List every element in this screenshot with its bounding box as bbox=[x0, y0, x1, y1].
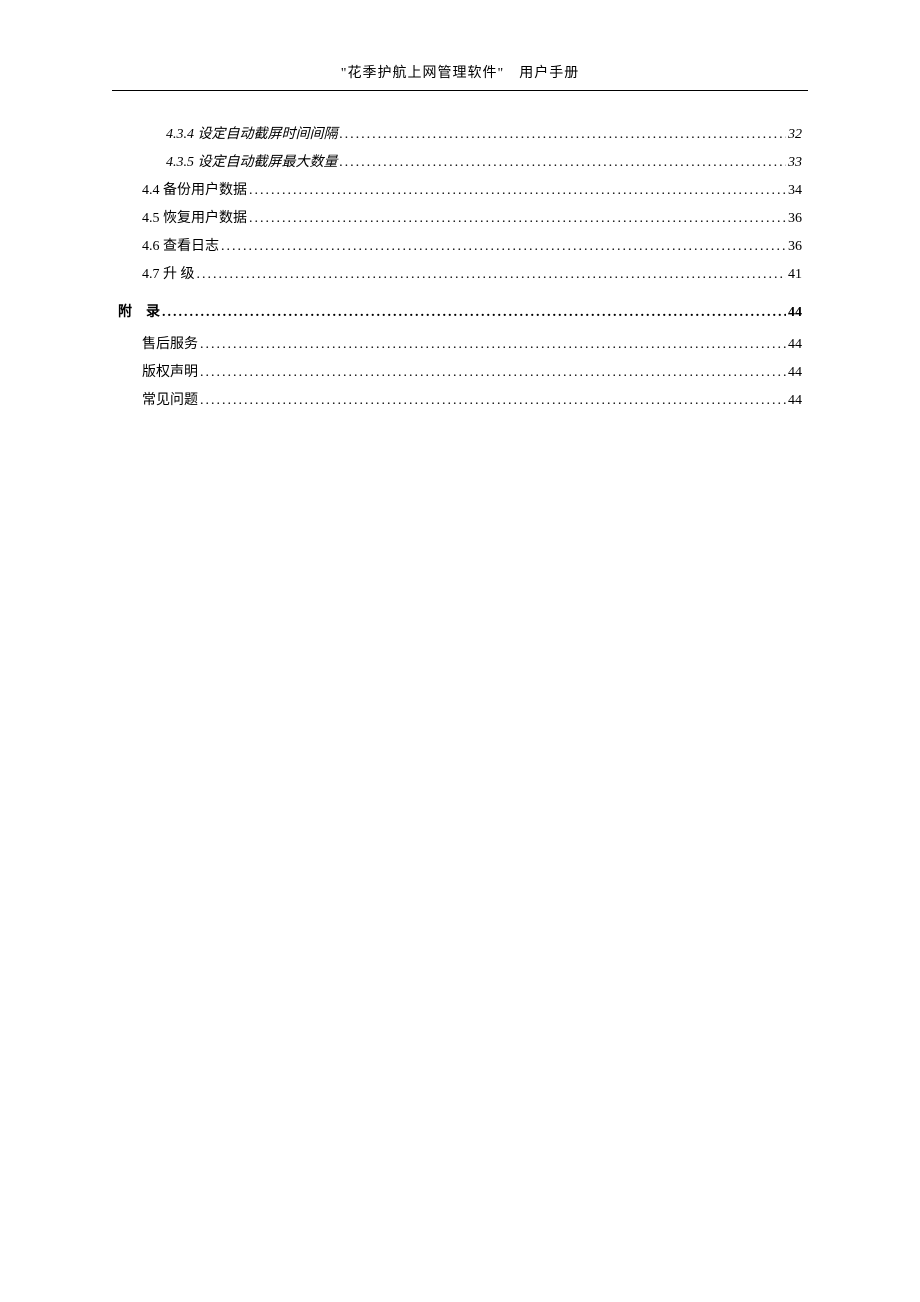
toc-entry-label: 常见问题 bbox=[142, 387, 198, 415]
toc-leader bbox=[162, 299, 786, 327]
toc-entry: 版权声明 44 bbox=[118, 359, 802, 387]
toc-entry: 4.3.4 设定自动截屏时间间隔 32 bbox=[118, 121, 802, 149]
toc-entry-label: 4.3.4 设定自动截屏时间间隔 bbox=[166, 121, 338, 149]
toc-leader bbox=[200, 387, 786, 415]
toc-entry: 4.6 查看日志 36 bbox=[118, 233, 802, 261]
toc-leader bbox=[221, 233, 786, 261]
toc-entry-page: 32 bbox=[788, 121, 802, 149]
toc-entry-label: 附 录 bbox=[118, 299, 160, 327]
toc-leader bbox=[249, 205, 786, 233]
toc-entry: 4.5 恢复用户数据 36 bbox=[118, 205, 802, 233]
toc-leader bbox=[249, 177, 786, 205]
toc-leader bbox=[200, 331, 786, 359]
toc-entry-label: 4.3.5 设定自动截屏最大数量 bbox=[166, 149, 338, 177]
page-header: "花季护航上网管理软件" 用户手册 bbox=[0, 0, 920, 82]
toc-entry: 4.7 升 级 41 bbox=[118, 261, 802, 289]
toc-entry-page: 36 bbox=[788, 233, 802, 261]
toc-container: 4.3.4 设定自动截屏时间间隔324.3.5 设定自动截屏最大数量334.4 … bbox=[0, 91, 920, 415]
toc-entry-label: 售后服务 bbox=[142, 331, 198, 359]
toc-entry-label: 4.4 备份用户数据 bbox=[142, 177, 247, 205]
toc-entry-page: 34 bbox=[788, 177, 802, 205]
toc-entry-page: 44 bbox=[788, 359, 802, 387]
toc-entry-label: 4.5 恢复用户数据 bbox=[142, 205, 247, 233]
toc-entry-page: 44 bbox=[788, 387, 802, 415]
toc-entry-page: 36 bbox=[788, 205, 802, 233]
toc-leader bbox=[197, 261, 787, 289]
toc-entry-label: 4.7 升 级 bbox=[142, 261, 195, 289]
toc-entry: 附 录 44 bbox=[118, 299, 802, 327]
toc-leader bbox=[340, 149, 787, 177]
toc-entry-label: 4.6 查看日志 bbox=[142, 233, 219, 261]
toc-entry-page: 33 bbox=[788, 149, 802, 177]
toc-entry: 售后服务 44 bbox=[118, 331, 802, 359]
toc-entry-label: 版权声明 bbox=[142, 359, 198, 387]
toc-leader bbox=[200, 359, 786, 387]
toc-entry-page: 44 bbox=[788, 331, 802, 359]
toc-leader bbox=[340, 121, 787, 149]
toc-entry: 常见问题 44 bbox=[118, 387, 802, 415]
toc-entry-page: 44 bbox=[788, 299, 802, 327]
toc-entry-page: 41 bbox=[788, 261, 802, 289]
toc-entry: 4.3.5 设定自动截屏最大数量 33 bbox=[118, 149, 802, 177]
header-title: "花季护航上网管理软件" 用户手册 bbox=[341, 66, 579, 81]
toc-entry: 4.4 备份用户数据 34 bbox=[118, 177, 802, 205]
